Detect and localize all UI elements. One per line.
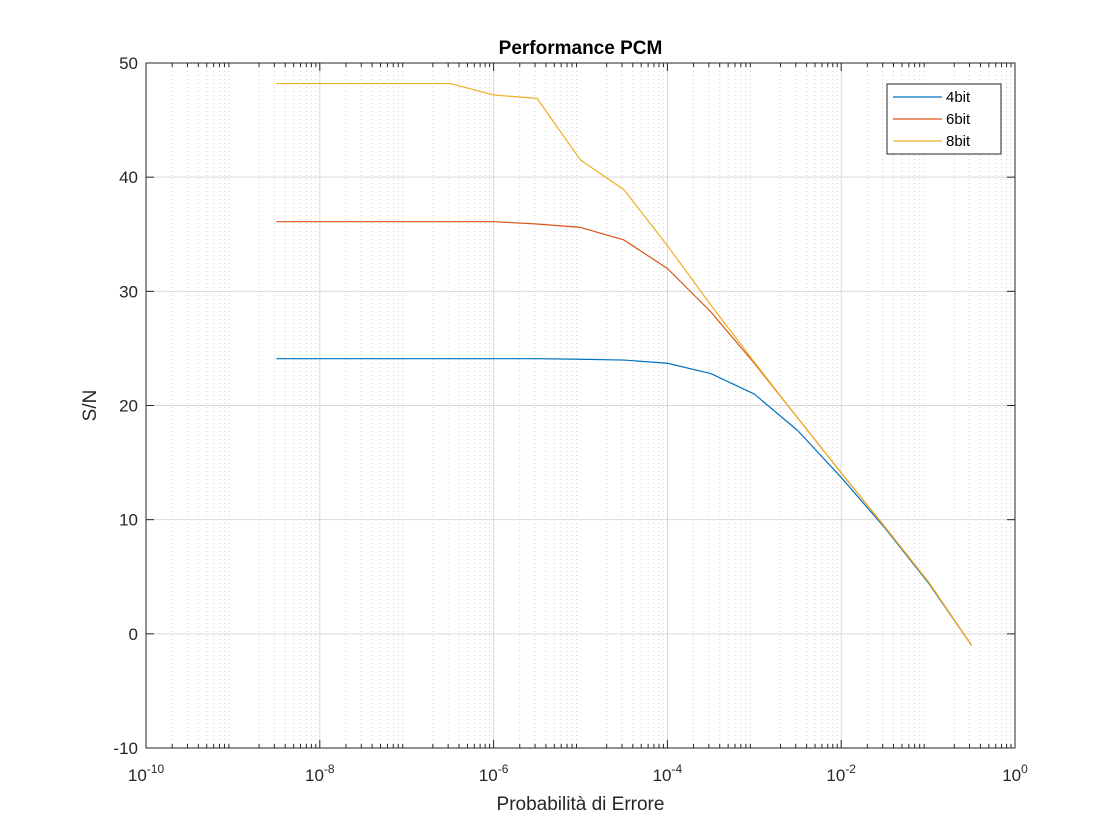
x-tick-label: 10-6	[479, 762, 509, 785]
y-tick-label: 20	[119, 397, 138, 416]
series-lines	[276, 82, 973, 646]
x-tick-label: 10-8	[305, 762, 335, 785]
x-tick-exponent: -2	[845, 762, 856, 776]
series-line-4bit	[276, 358, 973, 646]
y-tick-label: 40	[119, 168, 138, 187]
y-tick-label: 50	[119, 54, 138, 73]
legend-label-8bit: 8bit	[946, 133, 971, 150]
x-tick-exponent: -8	[324, 762, 335, 776]
x-tick-base: 10	[653, 766, 672, 785]
chart-title: Performance PCM	[499, 38, 663, 59]
legend-label-4bit: 4bit	[946, 89, 971, 106]
y-tick-label: -10	[113, 739, 138, 758]
axis-ticks	[145, 62, 1016, 749]
x-tick-base: 10	[128, 766, 147, 785]
x-tick-exponent: -4	[672, 762, 683, 776]
x-tick-label: 100	[1002, 762, 1028, 785]
x-tick-label: 10-4	[653, 762, 683, 785]
x-tick-label: 10-2	[826, 762, 856, 785]
y-tick-labels: -10 0 10 20 30 40 50	[113, 54, 138, 758]
y-tick-label: 10	[119, 511, 138, 530]
x-tick-base: 10	[1002, 766, 1021, 785]
x-tick-labels: 10-10 10-8 10-6 10-4 10-2 100	[128, 762, 1028, 785]
x-tick-base: 10	[826, 766, 845, 785]
x-axis-label: Probabilità di Errore	[497, 794, 665, 815]
x-tick-label: 10-10	[128, 762, 165, 785]
series-line-8bit	[276, 82, 973, 646]
y-tick-label: 0	[129, 625, 138, 644]
x-tick-exponent: -6	[498, 762, 509, 776]
legend: 4bit 6bit 8bit	[886, 83, 1002, 155]
y-tick-label: 30	[119, 282, 138, 301]
x-tick-exponent: 0	[1021, 762, 1028, 776]
legend-label-6bit: 6bit	[946, 111, 971, 128]
x-tick-base: 10	[305, 766, 324, 785]
y-axis-label: S/N	[80, 390, 101, 422]
x-tick-exponent: -10	[147, 762, 165, 776]
x-tick-base: 10	[479, 766, 498, 785]
